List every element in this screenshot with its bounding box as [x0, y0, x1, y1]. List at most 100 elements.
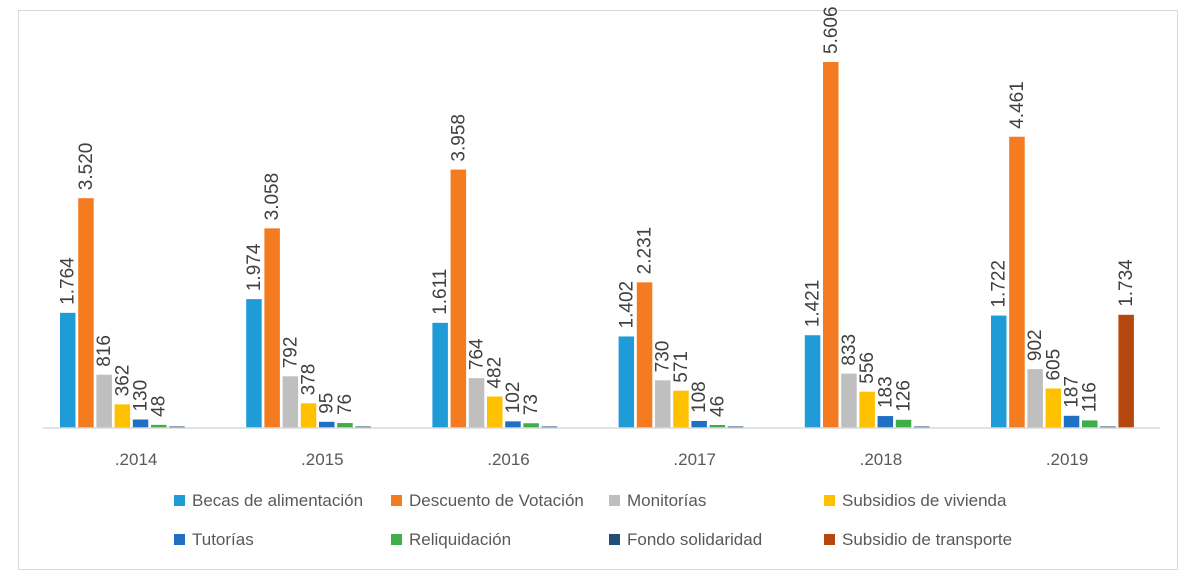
data-label: 108: [689, 381, 710, 413]
data-label: 764: [467, 338, 488, 370]
data-label: 2.231: [635, 227, 656, 275]
bar-8-2019: [1118, 314, 1134, 428]
data-label: 1.974: [244, 243, 265, 291]
legend-label: Subsidios de vivienda: [842, 491, 1007, 510]
labels-layer: 1.7643.520816362130481.9743.058792378957…: [58, 6, 1137, 417]
bar-1-2014: [60, 312, 76, 428]
data-label: 1.764: [58, 257, 79, 305]
legend-label: Tutorías: [192, 530, 254, 549]
data-label: 76: [335, 394, 356, 415]
data-label: 1.402: [616, 281, 637, 329]
data-label: 816: [94, 335, 115, 367]
data-label: 73: [521, 394, 542, 415]
legend-label: Fondo solidaridad: [627, 530, 762, 549]
bar-3-2015: [282, 376, 299, 428]
bar-1-2017: [618, 336, 635, 428]
bar-2-2019: [1009, 136, 1025, 428]
data-label: 3.520: [76, 143, 97, 191]
legend-swatch: [824, 495, 835, 506]
bar-6-2014: [151, 424, 167, 428]
data-label: 3.058: [262, 173, 283, 221]
data-label: 183: [875, 376, 896, 408]
data-label: 378: [299, 364, 320, 396]
category-label: .2017: [673, 450, 716, 469]
data-label: 46: [707, 396, 728, 417]
legend-label: Becas de alimentación: [192, 491, 363, 510]
bar-6-2016: [523, 423, 539, 428]
legend-label: Reliquidación: [409, 530, 511, 549]
data-label: 1.722: [989, 260, 1010, 308]
chart-frame: [18, 10, 1178, 570]
legend-swatch: [391, 495, 402, 506]
legend-swatch: [174, 495, 185, 506]
bar-4-2016: [487, 396, 503, 428]
bar-5-2014: [132, 419, 149, 428]
data-label: 4.461: [1007, 81, 1028, 129]
data-label: 187: [1062, 376, 1083, 408]
legend-swatch: [391, 534, 402, 545]
data-label: 902: [1025, 329, 1046, 361]
legend-swatch: [609, 495, 620, 506]
bar-3-2016: [468, 378, 485, 428]
category-label: .2016: [487, 450, 530, 469]
legend-swatch: [824, 534, 835, 545]
data-label: 126: [894, 380, 915, 412]
bar-3-2017: [655, 380, 671, 428]
legend-swatch: [174, 534, 185, 545]
data-label: 130: [131, 380, 152, 412]
data-label: 833: [839, 334, 860, 366]
bar-1-2016: [432, 322, 448, 428]
data-label: 792: [280, 337, 301, 369]
category-label: .2014: [115, 450, 158, 469]
bar-5-2018: [877, 416, 894, 428]
bar-4-2018: [859, 391, 875, 428]
data-label: 5.606: [821, 6, 842, 54]
bar-1-2018: [804, 335, 821, 428]
data-label: 571: [671, 351, 692, 383]
bar-2-2015: [264, 228, 280, 428]
data-label: 48: [149, 396, 170, 417]
bar-5-2015: [319, 421, 335, 428]
bar-2-2016: [450, 169, 467, 428]
bar-4-2014: [114, 404, 131, 428]
category-labels: .2014 .2015 .2016 .2017 .2018 .2019: [115, 450, 1089, 469]
data-label: 1.611: [430, 269, 451, 315]
category-label: .2019: [1046, 450, 1089, 469]
bar-6-2019: [1082, 420, 1098, 428]
data-label: 556: [857, 352, 878, 384]
bar-6-2015: [337, 423, 353, 428]
bar-3-2019: [1027, 369, 1043, 428]
data-label: 1.421: [803, 280, 824, 328]
legend-label: Subsidio de transporte: [842, 530, 1012, 549]
bar-5-2016: [505, 421, 521, 428]
legend: Becas de alimentación Descuento de Votaci…: [174, 491, 1012, 549]
data-label: 95: [317, 393, 338, 414]
data-label: 116: [1080, 382, 1101, 412]
category-label: .2018: [860, 450, 903, 469]
bar-3-2014: [96, 374, 112, 428]
bar-2-2017: [636, 282, 653, 428]
bar-1-2019: [991, 315, 1007, 428]
legend-label: Monitorías: [627, 491, 706, 510]
data-label: 482: [485, 357, 506, 389]
bar-4-2019: [1045, 388, 1062, 428]
bar-6-2018: [895, 419, 912, 428]
bar-4-2015: [300, 403, 317, 428]
legend-swatch: [609, 534, 620, 545]
bar-5-2017: [691, 420, 707, 428]
legend-label: Descuento de Votación: [409, 491, 584, 510]
data-label: 1.734: [1116, 259, 1137, 307]
bar-2-2018: [823, 62, 839, 428]
bar-5-2019: [1063, 415, 1080, 428]
data-label: 605: [1043, 349, 1064, 381]
bar-4-2017: [673, 390, 689, 428]
data-label: 3.958: [448, 114, 469, 162]
data-label: 362: [112, 365, 133, 397]
data-label: 730: [653, 341, 674, 373]
bar-3-2018: [841, 373, 857, 428]
bar-6-2017: [709, 424, 726, 428]
bar-2-2014: [78, 198, 94, 428]
bar-1-2015: [246, 299, 262, 428]
category-label: .2015: [301, 450, 344, 469]
